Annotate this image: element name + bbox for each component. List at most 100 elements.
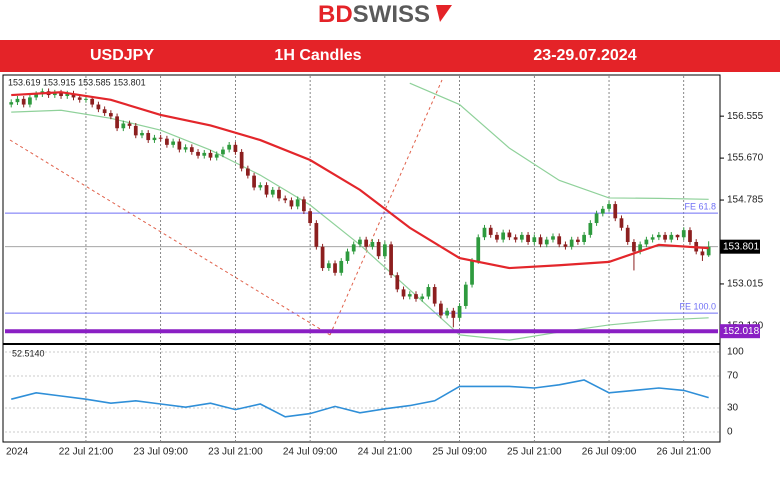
candle-body [420, 296, 425, 299]
candle-body [407, 294, 412, 297]
x-tick-label: 2024 [6, 447, 29, 458]
x-tick-label: 23 Jul 09:00 [133, 447, 188, 458]
x-tick-label: 24 Jul 21:00 [358, 447, 413, 458]
candle-body [382, 244, 387, 257]
candle-body [538, 237, 543, 245]
candle-body [21, 98, 26, 105]
y-tick-label: 153.015 [727, 279, 764, 290]
x-tick-label: 25 Jul 21:00 [507, 447, 562, 458]
candle-body [476, 237, 481, 261]
candle-body [376, 241, 381, 257]
candle-body [551, 236, 555, 240]
dates: 23-29.07.2024 [533, 47, 636, 64]
candle-body [84, 98, 88, 100]
candle-body [457, 305, 462, 318]
candle-body [451, 310, 456, 318]
rsi-line [11, 379, 709, 418]
candle-body [277, 189, 281, 199]
candle-body [638, 244, 643, 252]
candle-body [414, 294, 418, 299]
candle-body [283, 198, 288, 201]
candle-body [445, 310, 449, 316]
candle-body [563, 244, 568, 247]
support-label: 152.018 [723, 326, 760, 337]
candle-body [245, 168, 250, 176]
rsi-label: 52.5140 [12, 348, 45, 358]
candle-body [289, 200, 294, 207]
rsi-tick-label: 0 [727, 427, 733, 438]
frame [2, 74, 721, 443]
candle-body [463, 284, 468, 306]
candle-body [71, 93, 76, 98]
x-tick-label: 24 Jul 09:00 [283, 447, 338, 458]
candle-body [133, 125, 138, 136]
candle-body [177, 141, 182, 150]
candle-body [258, 185, 263, 188]
candle-body [557, 236, 562, 245]
x-tick-label: 23 Jul 21:00 [208, 447, 263, 458]
candle-body [121, 123, 126, 129]
candle-body [632, 241, 636, 252]
rsi-tick-label: 30 [727, 403, 739, 414]
candle-body [314, 223, 319, 247]
timeframe: 1H Candles [274, 47, 361, 64]
candle-body [233, 144, 238, 152]
candle-body [544, 239, 549, 245]
candle-body [576, 239, 580, 242]
candle-body [681, 230, 686, 238]
symbol: USDJPY [90, 47, 154, 64]
candle-body [426, 287, 431, 297]
candle-body [158, 137, 163, 139]
candle-body [370, 241, 375, 247]
candle-body [389, 244, 393, 276]
logo-part: BD [318, 1, 353, 28]
candle-body [202, 152, 207, 156]
x-tick-label: 22 Jul 21:00 [59, 447, 114, 458]
candle-body [588, 223, 593, 235]
candle-body [532, 237, 537, 242]
candle-body [706, 246, 711, 256]
candle-body [189, 147, 194, 152]
logo-part: SWISS [353, 1, 430, 28]
support-box [720, 324, 760, 339]
candle-body [183, 147, 188, 150]
candle-body [214, 154, 219, 158]
candle-body [482, 227, 487, 238]
candle-body [594, 213, 599, 224]
candle-body [395, 275, 400, 290]
candle-body [663, 234, 667, 240]
candle-body [513, 237, 518, 240]
candle-body [28, 97, 32, 105]
x-tick-label: 26 Jul 21:00 [657, 447, 712, 458]
candle-body [171, 141, 175, 145]
price-box [720, 239, 760, 254]
candle-body [345, 251, 350, 261]
candle-body [65, 93, 70, 97]
y-tick-label: 154.785 [727, 195, 764, 206]
candle-body [165, 138, 169, 145]
candle-body [302, 199, 306, 212]
candle-body [77, 97, 82, 100]
candle-body [9, 102, 14, 105]
candle-body [619, 218, 624, 228]
candle-body [252, 175, 256, 188]
candle-body [351, 244, 356, 252]
candle-body [688, 230, 692, 242]
candle-body [96, 104, 101, 110]
price-label: 153.801 [723, 241, 760, 252]
candle-body [526, 234, 530, 242]
title-bar [0, 40, 780, 72]
candle-body [339, 260, 344, 273]
candle-body [569, 239, 574, 247]
candle-body [507, 232, 512, 238]
candle-body [90, 98, 95, 105]
x-tick-label: 25 Jul 09:00 [432, 447, 487, 458]
candle-body [127, 123, 132, 126]
lower-band [11, 109, 709, 341]
candle-body [656, 234, 661, 238]
level-label: FE 100.0 [679, 301, 716, 311]
candle-body [108, 113, 113, 117]
x-tick-label: 26 Jul 09:00 [582, 447, 637, 458]
candle-body [501, 232, 506, 240]
